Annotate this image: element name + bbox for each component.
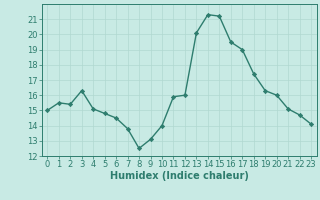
X-axis label: Humidex (Indice chaleur): Humidex (Indice chaleur) bbox=[110, 171, 249, 181]
